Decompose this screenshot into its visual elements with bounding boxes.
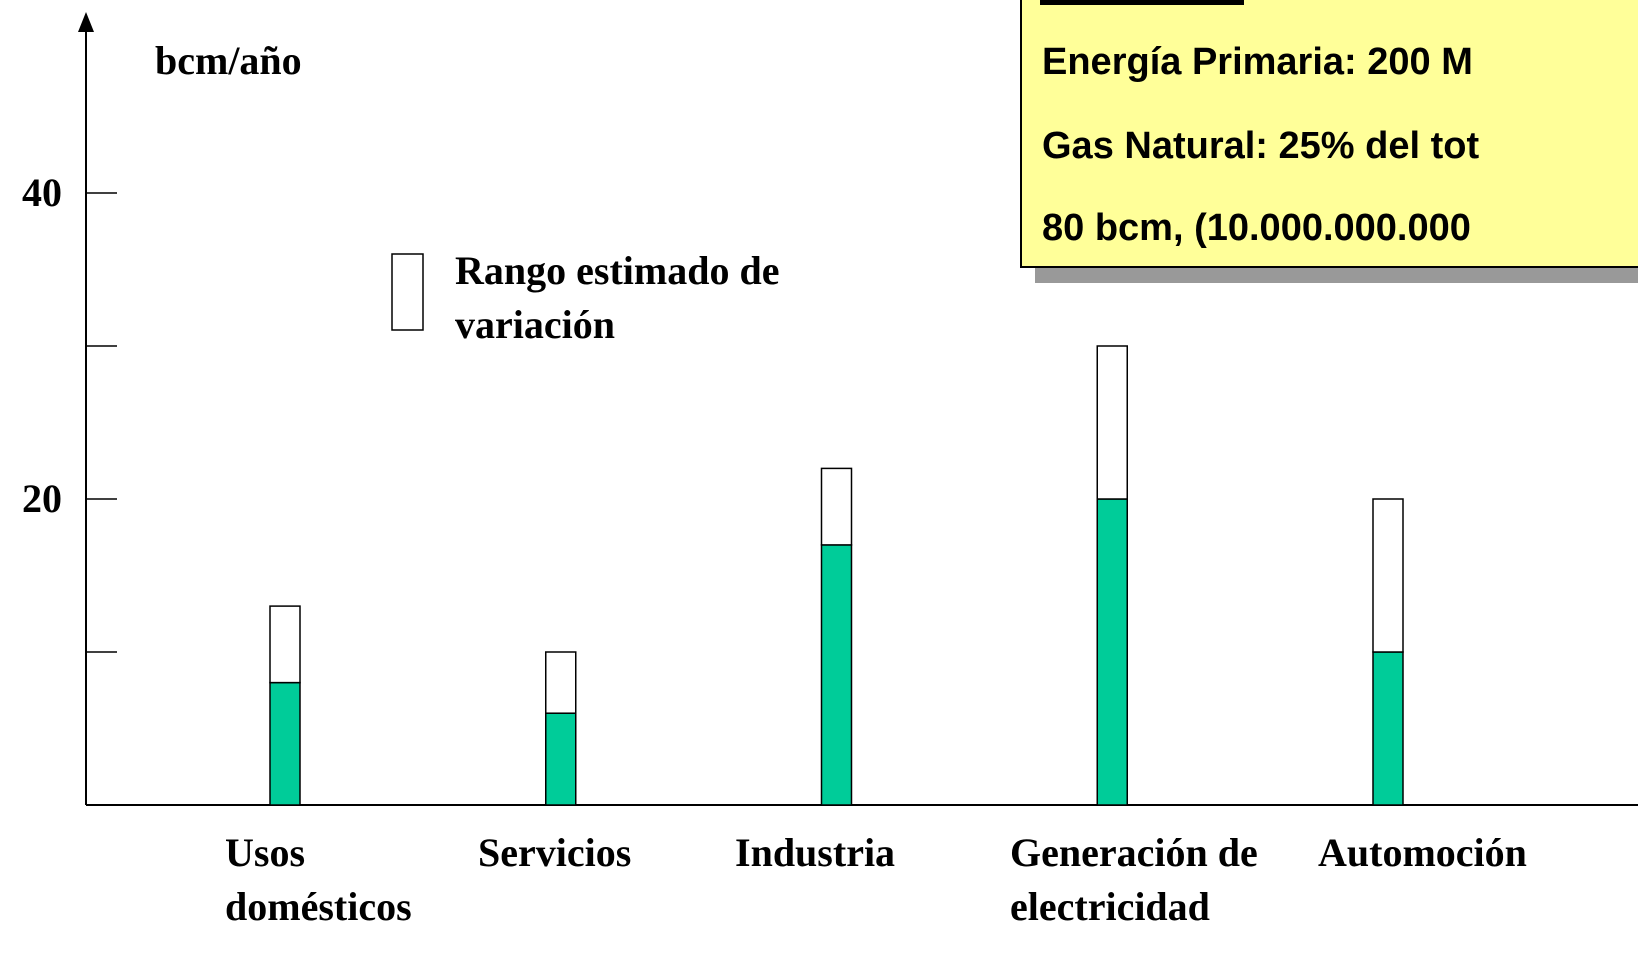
x-tick-label: Automoción bbox=[1318, 830, 1527, 875]
x-tick-label: Usos domésticos bbox=[225, 830, 412, 929]
bar-segment bbox=[1372, 651, 1404, 806]
bar-segment bbox=[1096, 498, 1128, 806]
bar-segment bbox=[545, 712, 577, 806]
x-tick-label: Generación de electricidad bbox=[1010, 830, 1258, 929]
note-text: Energía Primaria: 200 M bbox=[1042, 41, 1473, 83]
note-text: 80 bcm, (10.000.000.000 bbox=[1042, 207, 1471, 249]
bar-segment bbox=[269, 605, 301, 684]
x-tick-label: Industria bbox=[735, 830, 896, 875]
bar-segment bbox=[269, 681, 301, 806]
y-tick-label: 40 bbox=[22, 170, 62, 215]
x-tick-label: Servicios bbox=[478, 830, 632, 875]
bar-segment bbox=[1372, 498, 1404, 653]
bar-segment bbox=[1096, 345, 1128, 500]
y-axis-label: bcm/año bbox=[155, 38, 302, 83]
legend-label: Rango estimado de variación bbox=[455, 248, 780, 347]
bar-segment bbox=[820, 467, 853, 546]
legend-swatch bbox=[391, 253, 424, 331]
bar-segment bbox=[545, 651, 577, 714]
note-text: Gas Natural: 25% del tot bbox=[1042, 125, 1480, 167]
bar-segment bbox=[820, 544, 853, 806]
note-box bbox=[1020, 0, 1638, 268]
y-axis-arrow bbox=[78, 12, 94, 32]
note-heading-bar bbox=[1040, 0, 1244, 5]
y-tick-label: 20 bbox=[22, 476, 62, 521]
